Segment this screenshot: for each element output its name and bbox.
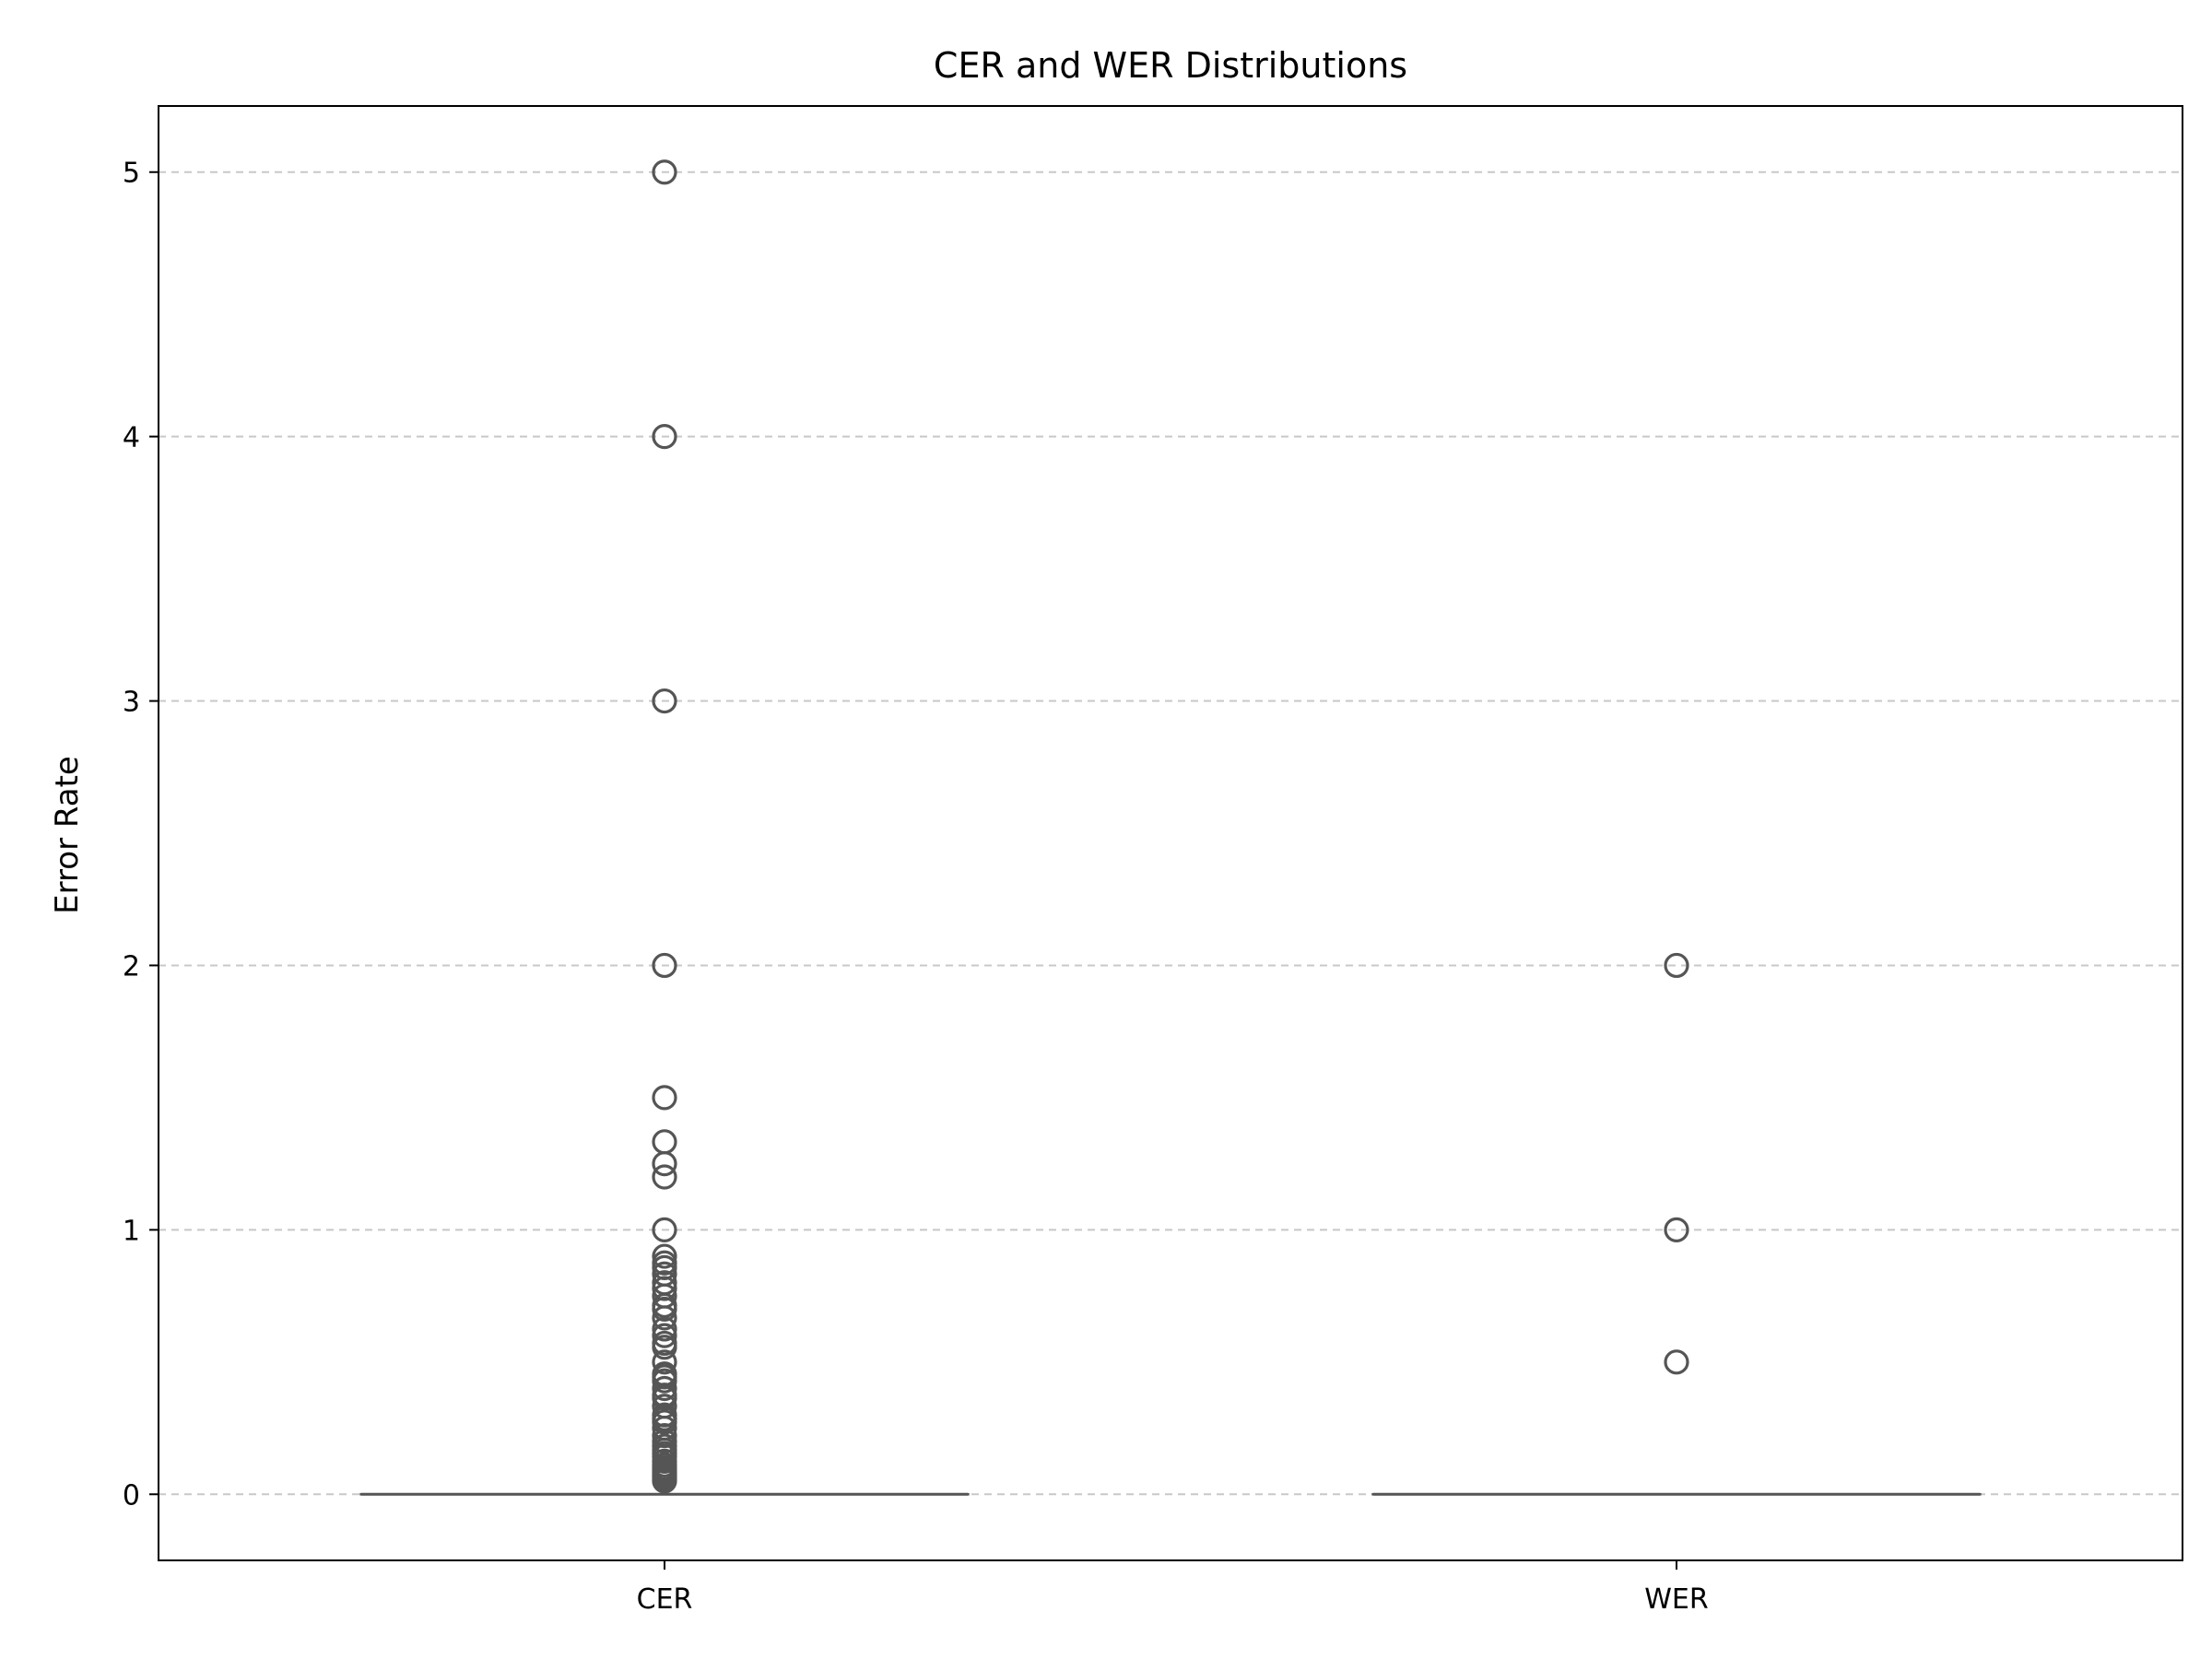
outlier-point	[1664, 1349, 1689, 1375]
y-tick-label: 1	[123, 1215, 140, 1247]
y-tick-label: 3	[123, 687, 140, 719]
y-tick-label: 0	[123, 1479, 140, 1512]
outlier-point	[652, 688, 677, 714]
outlier-point	[652, 1409, 677, 1435]
outlier-point	[652, 1276, 677, 1301]
outlier-point	[652, 1164, 677, 1190]
outlier-point	[652, 1375, 677, 1402]
outlier-point	[652, 952, 677, 979]
boxes	[359, 159, 1982, 1496]
gridlines	[159, 171, 2183, 1496]
outlier-point	[652, 1243, 677, 1269]
chart-title: CER and WER Distributions	[934, 45, 1407, 86]
plot-frame	[158, 105, 2183, 1561]
outlier-point	[652, 1305, 677, 1331]
outlier-point	[1664, 1217, 1689, 1242]
outlier-point	[652, 1151, 677, 1177]
outlier-point	[652, 1349, 677, 1375]
outlier-point	[652, 1368, 677, 1394]
outlier-point	[652, 424, 677, 450]
x-tick-label: WER	[1644, 1583, 1708, 1616]
outlier-point	[1664, 952, 1689, 979]
outlier-point	[652, 159, 677, 185]
outlier-point	[652, 1385, 677, 1411]
y-tick-label: 2	[123, 950, 140, 982]
x-tick-label: CER	[637, 1583, 693, 1616]
outlier-point	[652, 1316, 677, 1342]
axes: 0 1 2 3 4 5 CER WER	[123, 158, 1709, 1616]
outlier-point	[652, 1085, 677, 1111]
outlier-point	[652, 1323, 677, 1348]
y-axis-label: Error Rate	[49, 756, 86, 914]
outlier-point	[652, 1468, 677, 1494]
outlier-point	[652, 1296, 677, 1323]
outlier-point	[652, 1217, 677, 1242]
y-tick-label: 5	[123, 158, 140, 190]
y-tick-label: 4	[123, 422, 140, 454]
outlier-point	[652, 1335, 677, 1360]
